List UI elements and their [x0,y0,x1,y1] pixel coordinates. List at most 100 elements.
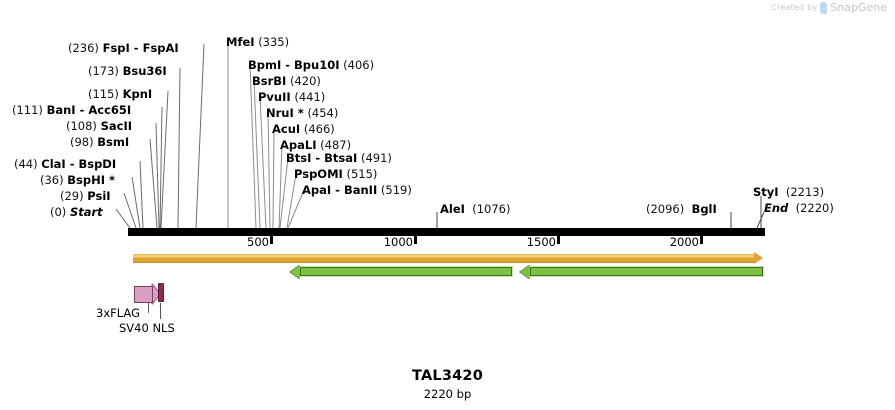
orf-arrow-body [133,254,755,263]
page-title: TAL3420 [412,368,483,384]
enzyme-label[interactable]: BpmI - Bpu10I (406) [248,58,374,72]
enzyme-position: (108) [66,119,97,133]
orf-track-green-2[interactable] [0,264,895,279]
enzyme-position: (0) [50,205,67,219]
enzyme-label[interactable]: PspOMI (515) [294,167,377,181]
enzyme-position: (487) [320,138,352,152]
enzyme-label[interactable]: MfeI (335) [226,35,289,49]
enzyme-name: Start [69,205,103,219]
enzyme-name: SacII [100,119,133,133]
enzyme-label-group-middle: MfeI (335) BpmI - Bpu10I (406) BsrBI (42… [226,35,412,197]
ruler-tick-label: 1000 [383,235,413,249]
enzyme-label[interactable]: PvuII (441) [258,90,325,104]
enzyme-position: (36) [40,173,64,187]
enzyme-name: BpmI - Bpu10I [248,58,340,72]
enzyme-label[interactable]: (98) BsmI [70,135,129,149]
enzyme-label[interactable]: (29) PsiI [60,189,111,203]
orf-arrowhead-left-icon [290,264,300,279]
enzyme-label[interactable]: (36) BspHI * [40,173,115,187]
feature-label-3xflag[interactable]: 3xFLAG [96,306,140,320]
enzyme-label[interactable]: (236) FspI - FspAI [68,41,179,55]
enzyme-position: (420) [289,74,321,88]
enzyme-name: BspHI * [67,173,116,187]
enzyme-label[interactable]: (115) KpnI [88,87,152,101]
enzyme-label[interactable]: BsrBI (420) [252,74,321,88]
enzyme-position: (2220) [795,201,834,215]
enzyme-label-group-left: (236) FspI - FspAI (173) Bsu36I (115) Kp… [12,41,179,219]
enzyme-position: (173) [88,64,119,78]
enzyme-label[interactable]: AcuI (466) [272,122,335,136]
enzyme-position: (1076) [472,202,511,216]
enzyme-position: (111) [12,103,43,117]
ruler-tick-label: 2000 [669,235,699,249]
sequence-backbone[interactable] [128,230,765,236]
enzyme-label[interactable]: StyI (2213) [753,185,824,199]
enzyme-label[interactable]: (111) BanI - Acc65I [12,103,131,117]
enzyme-position: (466) [303,122,335,136]
enzyme-position: (115) [88,87,119,101]
orf-track-orange[interactable] [0,252,895,264]
enzyme-position: (519) [380,183,412,197]
enzyme-name: Bsu36I [122,64,167,78]
orf-track-green-1[interactable] [0,264,895,279]
sequence-backbone-line [128,228,765,230]
enzyme-name: NruI * [266,106,304,120]
feature-body [134,285,153,303]
enzyme-name: BsrBI [252,74,287,88]
enzyme-name: AleI [440,202,465,216]
enzyme-position: (491) [360,151,392,165]
feature-sv40-nls[interactable] [158,283,164,302]
enzyme-position: (335) [258,35,290,49]
enzyme-name: BtsI - BtsaI [286,151,358,165]
enzyme-name: PsiI [87,189,111,203]
ruler: 500 1000 1500 2000 [0,235,895,254]
enzyme-name: PvuII [258,90,291,104]
enzyme-position: (2096) [646,202,685,216]
enzyme-label[interactable]: ApaLI (487) [280,138,351,152]
enzyme-name: ApaLI [280,138,317,152]
enzyme-position: (44) [14,157,38,171]
start-label[interactable]: (0) Start [50,205,103,219]
enzyme-position: (29) [60,189,84,203]
enzyme-name: ClaI - BspDI [41,157,117,171]
enzyme-name: MfeI [226,35,255,49]
watermark-prefix: Created by [771,3,818,12]
enzyme-position: (2213) [785,185,825,199]
enzyme-label[interactable]: (108) SacII [66,119,132,133]
enzyme-name: BsmI [97,135,130,149]
ruler-tick [557,236,560,244]
enzyme-name: KpnI [122,87,153,101]
enzyme-name: BanI - Acc65I [46,103,132,117]
enzyme-name: PspOMI [294,167,343,181]
feature-leader-3xflag [148,303,149,313]
feature-arrowhead-icon [151,283,160,305]
enzyme-position: (98) [70,135,94,149]
enzyme-name: FspI - FspAI [102,41,179,55]
enzyme-label[interactable]: (173) Bsu36I [88,64,167,78]
enzyme-name: End [764,201,789,215]
enzyme-position: (454) [307,106,339,120]
end-label[interactable]: End (2220) [764,201,834,215]
enzyme-name: AcuI [272,122,301,136]
enzyme-label[interactable]: AleI (1076) [440,202,510,216]
enzyme-label[interactable]: BtsI - BtsaI (491) [286,151,392,165]
ruler-tick-label: 1500 [526,235,556,249]
enzyme-label[interactable]: (44) ClaI - BspDI [14,157,116,171]
enzyme-label[interactable]: ApaI - BanII (519) [302,183,412,197]
leader-lines [115,42,765,229]
enzyme-position: (406) [343,58,375,72]
snapgene-logo-icon [820,1,828,14]
ruler-tick [414,236,417,244]
enzyme-position: (236) [68,41,99,55]
enzyme-label[interactable]: NruI * (454) [266,106,338,120]
feature-label-sv40-nls[interactable]: SV40 NLS [119,321,175,335]
orf-arrowhead-left-icon [520,264,530,279]
sequence-length: 2220 bp [423,387,472,401]
feature-leader-sv40nls [160,303,161,319]
enzyme-name: BglI [691,202,717,216]
enzyme-label-group-right: AleI (1076) (2096) BglI StyI (2213) End … [440,185,834,216]
ruler-tick [700,236,703,244]
enzyme-label[interactable]: (2096) BglI [646,202,717,216]
enzyme-position: (515) [346,167,378,181]
orf-arrowhead-right-icon [754,252,763,264]
